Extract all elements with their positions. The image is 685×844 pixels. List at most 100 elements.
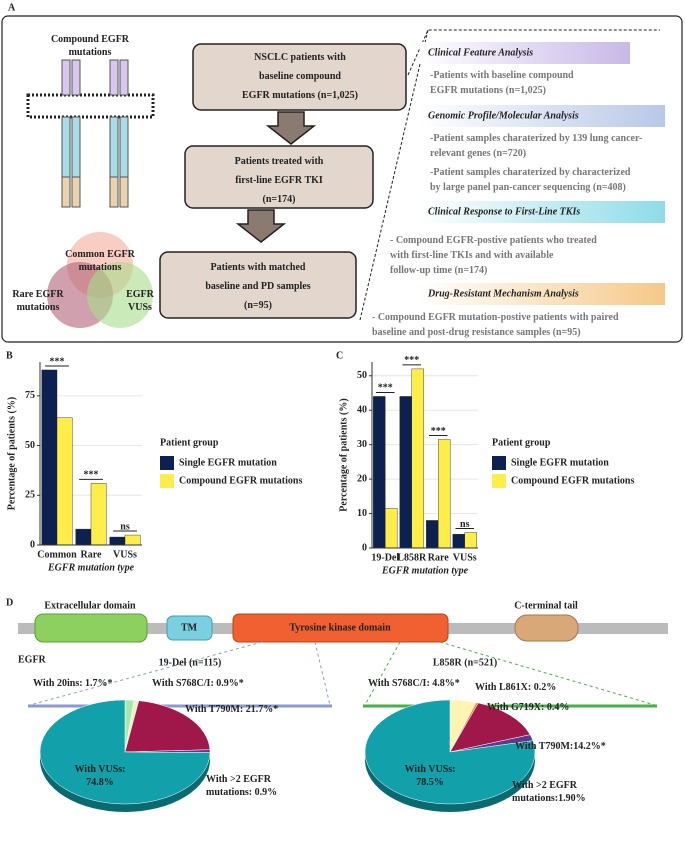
flow-box-text-line: Patients with matched [211,262,306,273]
analysis-item-line: follow-up time (n=174) [390,265,487,276]
legend-swatch [492,456,506,470]
venn-label-line: mutations [17,302,60,313]
pie-label: With >2 EGFR mutations:1.90% [512,780,586,804]
pie-title: L858R (n=521) [433,657,497,668]
x-tick-label: VUSs [453,552,477,563]
venn-label: EGFR VUSs [126,289,155,313]
panel-label: B [6,350,13,361]
panel-label: D [6,597,13,608]
significance-label: *** [404,355,419,366]
y-tick-label: 20 [357,473,367,484]
bar [56,417,73,546]
domain-label: Tyrosine kinase domain [289,622,391,633]
flow-box-text-line: first-line EGFR TKI [235,175,323,186]
x-tick-label: Common [37,549,77,560]
bar [109,536,126,546]
analysis-item: -Patient samples charaterized by 139 lun… [430,133,642,159]
pie-slice [124,700,211,753]
pie-label: With T790M: 21.7%* [185,704,278,715]
significance-label: *** [50,356,65,367]
venn-label-line: VUSs [128,302,152,313]
bar [464,532,477,549]
analysis-item-line: -Patients with baseline compound [430,70,574,81]
pie-label-line: With T790M:14.2%* [515,741,606,752]
y-tick-label: 10 [357,508,367,519]
pie-label: With T790M:14.2%* [515,741,606,752]
bar [75,528,92,546]
pie-label: With VUSs: 74.8% [74,764,125,788]
pie-label-line: With VUSs: [404,764,455,775]
bar [124,534,141,546]
significance-label: *** [84,470,99,481]
flow-box-text-line: baseline compound [259,71,341,82]
pie-label-line: With S768C/I: 4.8%* [368,678,460,689]
analysis-item: -Patient samples charaterized by charact… [430,167,631,193]
analysis-item-line: EGFR mutations (n=1,025) [430,85,546,96]
venn-label-line: mutations [79,262,122,273]
flow-box-text-line: EGFR mutations (n=1,025) [242,90,358,101]
legend-label: Single EGFR mutation [179,457,277,468]
pie-label-line: With G719X: 0.4% [487,702,569,713]
pie-label-line: 74.8% [86,777,114,788]
pie-label-line: mutations:1.90% [512,793,586,804]
analysis-item-line: with first-line TKIs and with available [390,250,554,261]
bar [373,396,386,549]
legend-title: Patient group [160,437,219,448]
analysis-item: - Compound EGFR mutation-postive patient… [372,312,619,338]
flow-box-text-line: NSCLC patients with [254,52,346,63]
panel-label: A [8,2,16,13]
diagram-title-line: mutations [69,47,112,58]
x-axis-title: EGFR mutation type [47,562,135,573]
domain-label: TM [181,622,198,633]
flow-box-text-line: (n=174) [263,194,296,205]
y-tick-label: 0 [362,542,367,553]
pie-label-line: With >2 EGFR [206,774,272,785]
pie-label-line: mutations: 0.9% [206,787,277,798]
pie-label: With G719X: 0.4% [487,702,569,713]
significance-label: *** [431,426,446,437]
y-tick-label: 75 [25,390,35,401]
venn-label-line: Common EGFR [65,249,136,260]
pie-title: 19-Del (n=115) [159,657,222,668]
flow-box-text-line: baseline and PD samples [205,281,310,292]
pie-slice [39,699,211,805]
pie-label-line: With L861X: 0.2% [475,682,556,693]
pie-label-line: With S768C/I: 0.9%* [152,678,244,689]
analysis-item-line: - Compound EGFR-postive patients who tre… [390,235,597,246]
domain-label: Extracellular domain [44,600,136,611]
pie-label-line: With VUSs: [74,764,125,775]
diagram-title: Compound EGFR mutations [51,34,130,58]
analysis-item: - Compound EGFR-postive patients who tre… [390,235,597,276]
significance-label: ns [460,519,470,530]
diagram-title-line: Compound EGFR [51,34,130,45]
legend-swatch [492,474,506,488]
legend-swatch [160,474,174,488]
y-axis-title: Percentage of patients (%) [338,398,349,511]
flow-box-text: Patients treated with first-line EGFR TKI… [235,156,324,205]
protein-diagram [18,613,668,708]
y-tick-label: 30 [357,439,367,450]
x-tick-label: L858R [397,552,427,563]
y-tick-label: 25 [25,490,35,501]
flow-box-text: Patients with matched baseline and PD sam… [205,262,310,311]
analysis-item-line: by large panel pan-cancer sequencing (n=… [430,182,626,193]
legend-label: Single EGFR mutation [511,457,609,468]
flow-box-text: NSCLC patients with baseline compound EGFR… [242,52,358,101]
bar [452,534,465,549]
bar [90,483,107,546]
analysis-item-line: -Patient samples charaterized by 139 lun… [430,133,642,144]
analysis-item-line: relevant genes (n=720) [430,148,526,159]
venn-label: Rare EGFR mutations [12,289,64,313]
significance-label: ns [120,521,130,532]
analysis-item-line: baseline and post-drug resistance sample… [372,327,581,338]
analysis-item-line: -Patient samples charaterized by charact… [430,167,631,178]
bar [438,439,451,549]
panel-a-frame [1,15,683,343]
pie-slice [449,702,531,753]
venn-label-line: EGFR [126,289,155,300]
x-tick-label: 19-Del [371,552,399,563]
pie-label: With S768C/I: 0.9%* [152,678,244,689]
y-tick-label: 50 [25,440,35,451]
y-axis-title: Percentage of patients (%) [6,397,17,510]
